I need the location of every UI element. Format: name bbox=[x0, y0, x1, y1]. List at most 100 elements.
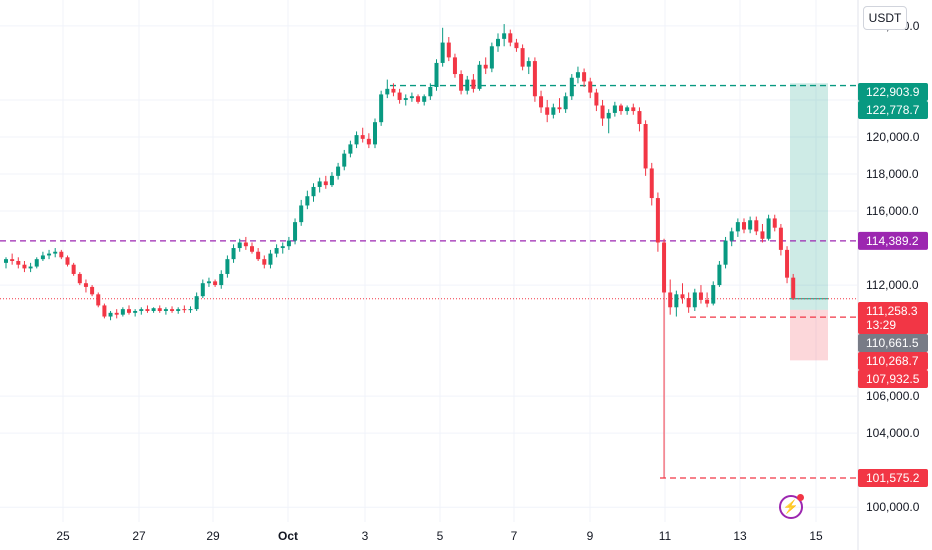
notification-dot bbox=[797, 494, 804, 501]
candle-body bbox=[10, 259, 15, 261]
candle-body bbox=[366, 138, 371, 145]
candle-body bbox=[643, 124, 648, 169]
candle-body bbox=[502, 33, 507, 39]
candle-body bbox=[188, 309, 193, 311]
price-tick-label: 100,000.0 bbox=[866, 500, 920, 514]
price-axis[interactable]: 126,000.0122,000.0120,000.0118,000.0116,… bbox=[866, 19, 920, 514]
candle-body bbox=[434, 62, 439, 87]
current-price-badge bbox=[858, 302, 928, 334]
candle-body bbox=[625, 107, 630, 112]
candle-body bbox=[293, 222, 298, 241]
candle-body bbox=[102, 305, 107, 317]
candle-body bbox=[22, 264, 27, 269]
entry-badge bbox=[858, 334, 928, 352]
candle-body bbox=[594, 92, 599, 106]
candle-body bbox=[151, 308, 156, 311]
currency-selector[interactable]: USDT bbox=[863, 6, 907, 30]
candle-body bbox=[631, 107, 636, 112]
price-badges: 122,903.9 122,778.7 114,389.2 111,258.313:2… bbox=[858, 83, 928, 488]
level-badge bbox=[858, 231, 928, 250]
candle-body bbox=[329, 175, 334, 186]
candle-body bbox=[778, 227, 783, 250]
candle-body bbox=[557, 107, 562, 110]
candle-body bbox=[385, 88, 390, 95]
time-tick-label: 11 bbox=[659, 529, 672, 543]
time-axis[interactable]: 25 27 29 Oct 3 5 7 9 11 13 15 bbox=[56, 529, 823, 543]
candle-body bbox=[705, 299, 710, 304]
target-badge bbox=[858, 83, 928, 101]
low-badge-label: 101,575.2 bbox=[866, 471, 920, 485]
time-tick-label: 3 bbox=[362, 529, 369, 543]
price-tick-label: 104,000.0 bbox=[866, 426, 920, 440]
stop-badge bbox=[858, 370, 928, 388]
candle-body bbox=[176, 309, 181, 311]
currency-label: USDT bbox=[868, 11, 902, 25]
candle-body bbox=[539, 96, 544, 108]
candle-body bbox=[47, 253, 52, 256]
candle-body bbox=[619, 105, 623, 112]
candle-body bbox=[698, 292, 703, 300]
time-tick-label: 27 bbox=[132, 529, 146, 543]
candle-body bbox=[262, 259, 267, 265]
candle-body bbox=[206, 281, 211, 284]
candle-body bbox=[90, 286, 95, 295]
candle-body bbox=[354, 135, 359, 145]
candle-body bbox=[231, 248, 236, 260]
price-tick-label: 112,000.0 bbox=[866, 278, 919, 292]
time-tick-label: 25 bbox=[56, 529, 70, 543]
candle-body bbox=[496, 38, 500, 47]
countdown-label: 13:29 bbox=[866, 318, 896, 332]
candle-body bbox=[336, 166, 341, 176]
candlestick-series bbox=[4, 24, 796, 479]
tp-line-badge-label: 122,778.7 bbox=[866, 103, 920, 117]
candle-body bbox=[465, 79, 470, 91]
candle-body bbox=[391, 88, 396, 93]
candle-body bbox=[526, 61, 531, 67]
candle-body bbox=[569, 77, 574, 97]
candle-body bbox=[785, 249, 790, 278]
candle-body bbox=[489, 46, 494, 69]
candle-body bbox=[268, 253, 273, 265]
candle-body bbox=[348, 144, 353, 154]
candle-body bbox=[459, 74, 464, 91]
candle-body bbox=[582, 72, 587, 82]
candle-body bbox=[219, 273, 224, 286]
candle-body bbox=[723, 240, 728, 265]
candle-body bbox=[4, 259, 8, 263]
level-badge-label: 114,389.2 bbox=[866, 234, 919, 248]
current-price-label: 111,258.3 bbox=[866, 304, 918, 318]
candle-body bbox=[225, 259, 230, 274]
candle-body bbox=[127, 309, 131, 313]
candle-body bbox=[508, 33, 513, 43]
candle-body bbox=[323, 181, 328, 186]
candle-body bbox=[563, 96, 568, 110]
candle-body bbox=[213, 281, 218, 286]
price-tick-label: 118,000.0 bbox=[866, 167, 919, 181]
candle-body bbox=[575, 72, 580, 78]
candle-body bbox=[299, 205, 304, 223]
loss-zone bbox=[790, 309, 828, 361]
lightning-icon[interactable]: ⚡ bbox=[779, 494, 804, 519]
candle-body bbox=[108, 312, 113, 317]
candle-body bbox=[379, 94, 384, 123]
time-tick-label: Oct bbox=[278, 529, 298, 543]
candle-body bbox=[649, 168, 654, 199]
candle-body bbox=[157, 308, 162, 311]
candle-body bbox=[373, 122, 377, 145]
candle-body bbox=[34, 259, 39, 267]
candle-body bbox=[139, 309, 144, 311]
candle-body bbox=[477, 64, 482, 89]
candle-body bbox=[256, 251, 261, 260]
sl-line-badge-label: 110,268.7 bbox=[866, 354, 919, 368]
candle-body bbox=[446, 42, 451, 58]
candle-body bbox=[194, 296, 199, 310]
candle-body bbox=[600, 105, 605, 119]
target-badge-label: 122,903.9 bbox=[866, 85, 920, 99]
candle-body bbox=[637, 111, 642, 125]
candle-body bbox=[409, 96, 414, 99]
candle-body bbox=[612, 105, 617, 113]
candle-body bbox=[735, 222, 740, 232]
time-tick-label: 13 bbox=[733, 529, 747, 543]
candle-body bbox=[182, 309, 187, 311]
